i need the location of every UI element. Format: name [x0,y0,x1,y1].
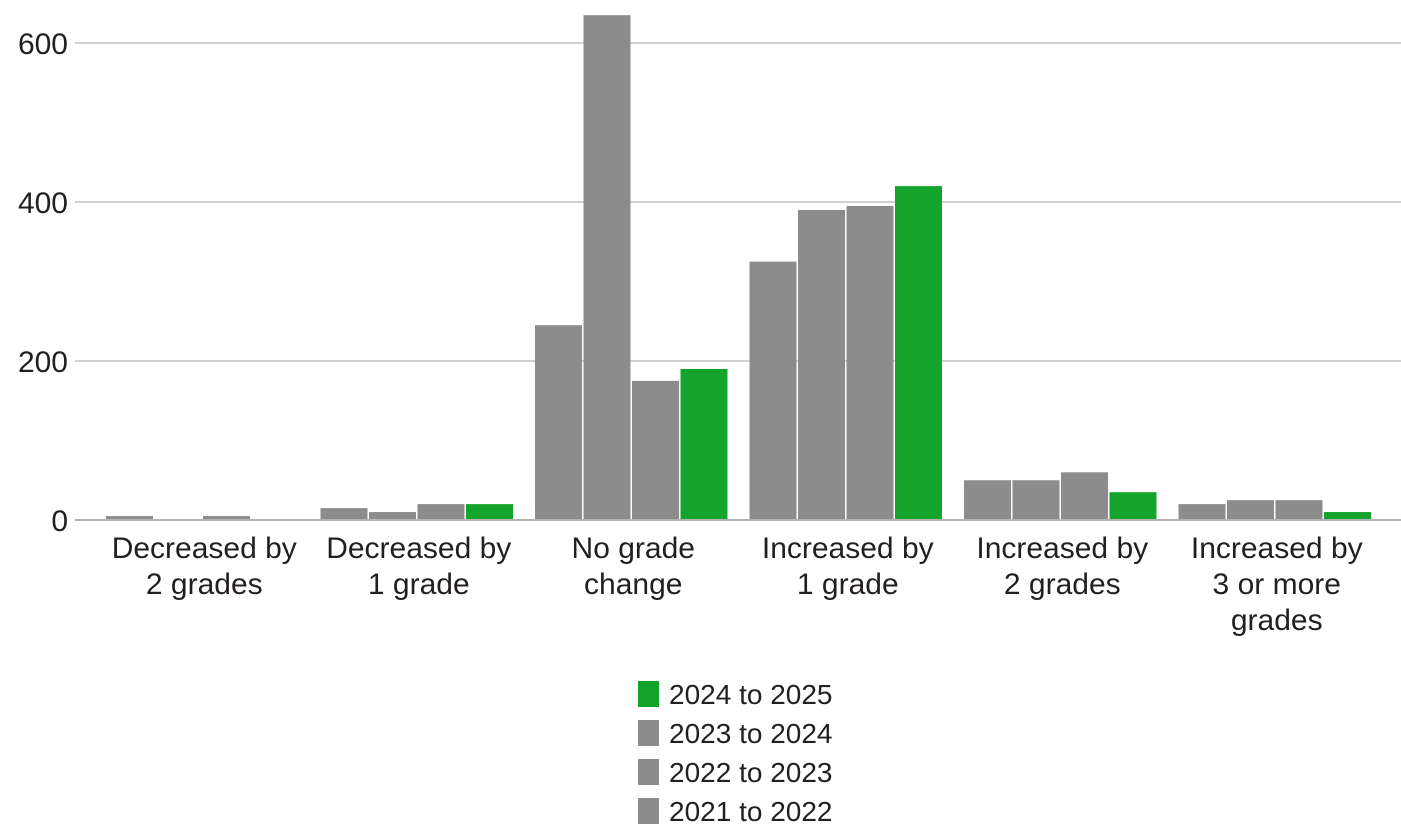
legend-item: 2024 to 2025 [638,679,833,710]
bar-2021-to-2022 [320,508,368,520]
category-label-line: Decreased by [112,532,297,565]
category-label-line: 1 grade [368,568,470,601]
category-label-line: Decreased by [326,532,511,565]
legend-swatch [638,759,659,785]
category-label-line: Increased by [1191,532,1363,565]
bar-2022-to-2023 [798,209,845,520]
bar-2024-to-2025 [680,368,728,520]
category-label: No grade change [572,532,695,601]
legend-label: 2021 to 2022 [669,796,833,824]
y-tick-label: 0 [51,505,68,538]
y-tick-label: 600 [18,28,68,61]
bar-2022-to-2023 [1227,500,1274,520]
legend: 2024 to 2025 2023 to 2024 2022 to 2023 2021… [638,679,833,824]
category-label: Increased by 2 grades [976,532,1148,601]
bar-2023-to-2024 [203,516,250,520]
bars [106,15,1371,521]
bar-2021-to-2022 [749,261,797,520]
legend-item: 2023 to 2024 [638,718,833,749]
bar-2022-to-2023 [583,15,631,521]
category-label-line: change [584,568,682,601]
grid-lines [75,42,1401,362]
y-tick-label: 200 [18,346,68,379]
category-label: Decreased by 1 grade [326,532,511,601]
bar-2024-to-2025 [466,504,513,520]
category-label-line: 3 or more [1213,568,1341,601]
category-label-line: Increased by [762,532,934,565]
legend-swatch [638,798,659,824]
category-label-line: No grade [572,532,695,565]
category-label: Increased by 3 or more grades [1191,532,1363,637]
category-label: Decreased by 2 grades [112,532,297,601]
legend-item: 2021 to 2022 [638,796,833,824]
category-label-line: 1 grade [797,568,899,601]
bar-2024-to-2025 [895,186,942,520]
bar-2022-to-2023 [1012,480,1060,520]
legend-label: 2024 to 2025 [669,679,833,710]
bar-2022-to-2023 [369,512,416,520]
legend-label: 2022 to 2023 [669,757,833,788]
bar-2021-to-2022 [535,325,582,520]
category-label-line: Increased by [976,532,1148,565]
legend-swatch [638,720,659,746]
bar-2021-to-2022 [106,516,153,520]
bar-2021-to-2022 [964,480,1011,520]
bar-2024-to-2025 [1324,512,1371,520]
bar-2024-to-2025 [1109,492,1157,520]
category-label: Increased by 1 grade [762,532,934,601]
category-label-line: 2 grades [146,568,263,601]
bar-2023-to-2024 [846,205,894,520]
y-tick-labels: 0 200 400 600 [18,28,68,538]
category-label-line: grades [1231,604,1323,637]
bar-2023-to-2024 [417,504,465,520]
legend-label: 2023 to 2024 [669,718,833,749]
bar-2023-to-2024 [1061,472,1108,520]
category-label-line: 2 grades [1004,568,1121,601]
y-tick-label: 400 [18,187,68,220]
legend-item: 2022 to 2023 [638,757,833,788]
bar-2021-to-2022 [1178,504,1226,520]
bar-2023-to-2024 [632,380,679,520]
legend-swatch [638,681,659,707]
bar-2023-to-2024 [1275,500,1323,520]
